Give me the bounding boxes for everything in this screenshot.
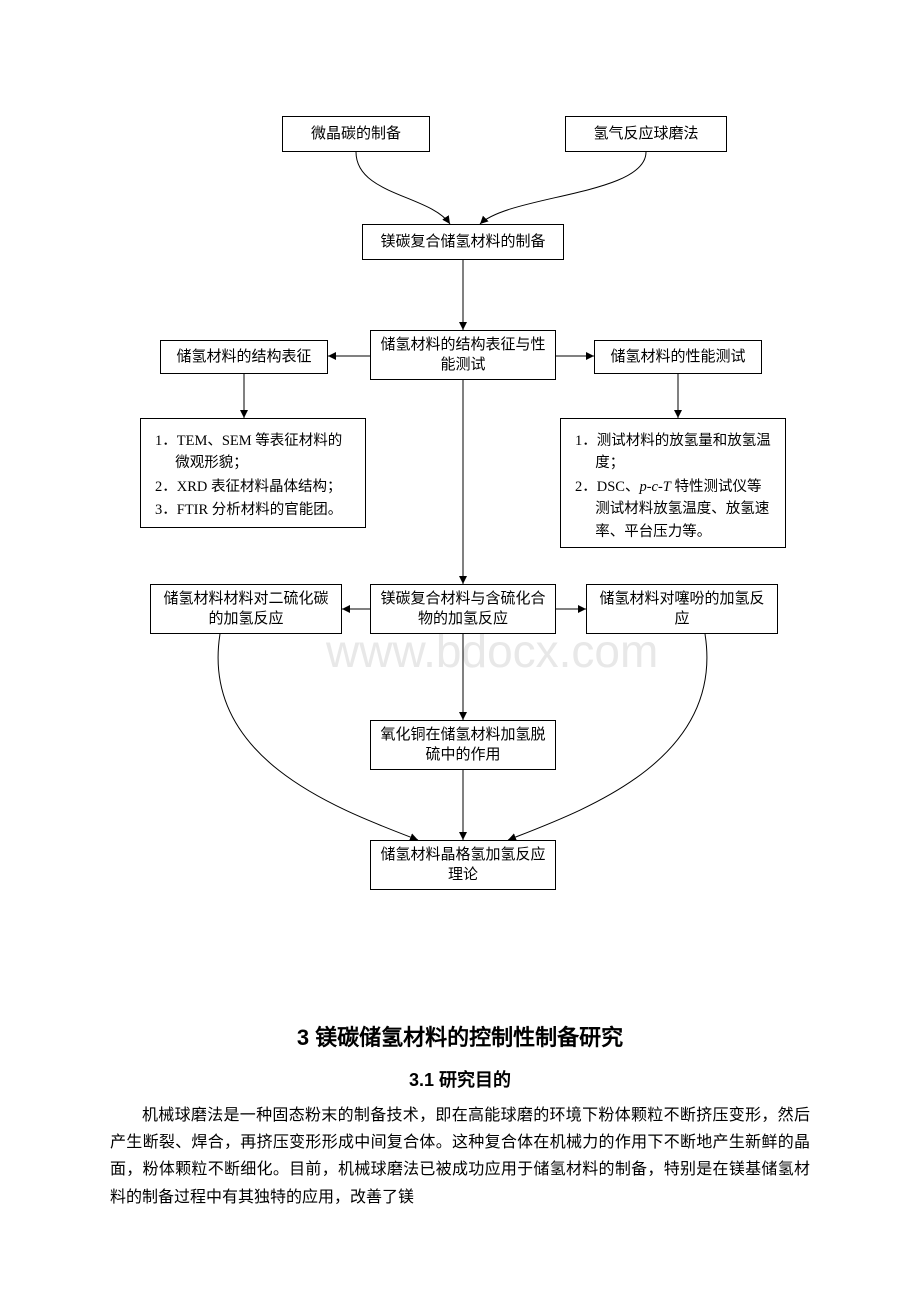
node-cs2-reaction: 储氢材料材料对二硫化碳的加氢反应 (150, 584, 342, 634)
list-item: 1．测试材料的放氢量和放氢温度； (575, 430, 775, 475)
node-composite-prep: 镁碳复合储氢材料的制备 (362, 224, 564, 260)
paragraph: 机械球磨法是一种固态粉末的制备技术，即在高能球磨的环境下粉体颗粒不断挤压变形，然… (110, 1102, 810, 1211)
node-lattice-theory: 储氢材料晶格氢加氢反应理论 (370, 840, 556, 890)
list-item: 1．TEM、SEM 等表征材料的微观形貌； (155, 430, 355, 475)
node-thiophene-reaction: 储氢材料对噻吩的加氢反应 (586, 584, 778, 634)
list-item: 3．FTIR 分析材料的官能团。 (155, 499, 355, 521)
node-performance-test: 储氢材料的性能测试 (594, 340, 762, 374)
list-item: 2．DSC、p-c-T 特性测试仪等测试材料放氢温度、放氢速率、平台压力等。 (575, 476, 775, 543)
node-h2-milling: 氢气反应球磨法 (565, 116, 727, 152)
node-structure-methods: 1．TEM、SEM 等表征材料的微观形貌； 2．XRD 表征材料晶体结构； 3．… (140, 418, 366, 528)
node-performance-methods: 1．测试材料的放氢量和放氢温度； 2．DSC、p-c-T 特性测试仪等测试材料放… (560, 418, 786, 548)
node-cuo-role: 氧化铜在储氢材料加氢脱硫中的作用 (370, 720, 556, 770)
node-sulfur-reaction: 镁碳复合材料与含硫化合物的加氢反应 (370, 584, 556, 634)
subsection-title: 3.1 研究目的 (110, 1066, 810, 1092)
document-body: 3 镁碳储氢材料的控制性制备研究 3.1 研究目的 机械球磨法是一种固态粉末的制… (0, 1020, 920, 1211)
list-item: 2．XRD 表征材料晶体结构； (155, 476, 355, 498)
node-prep-carbon: 微晶碳的制备 (282, 116, 430, 152)
node-structure-char: 储氢材料的结构表征 (160, 340, 328, 374)
node-char-and-test: 储氢材料的结构表征与性能测试 (370, 330, 556, 380)
section-title: 3 镁碳储氢材料的控制性制备研究 (110, 1020, 810, 1052)
flowchart-container: www.bdocx.com 微晶碳 (0, 0, 920, 920)
